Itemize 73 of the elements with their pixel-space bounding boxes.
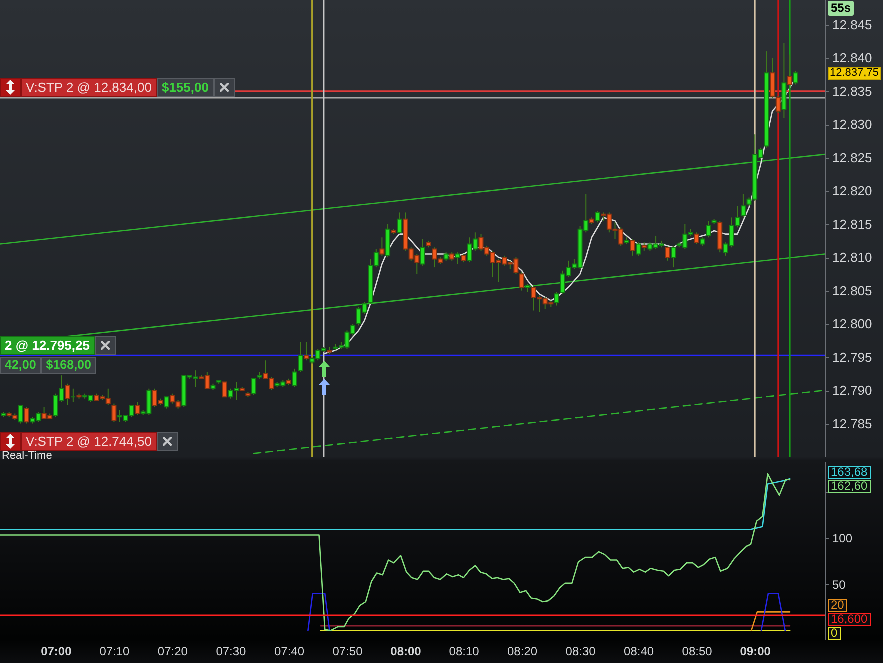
candlestick [636,242,642,256]
line-series [0,473,791,632]
candlestick [630,238,636,256]
y-tick-label: 12.790 [832,383,872,398]
x-tick-label: 08:50 [682,644,713,658]
candlestick [740,194,746,218]
x-tick-label: 08:40 [624,644,654,658]
x-tick-label: 08:00 [390,644,422,658]
candlestick [24,406,30,424]
candlestick [776,96,781,114]
x-tick-label: 08:20 [508,644,538,658]
x-tick-label: 07:00 [41,644,72,658]
text: 55s [828,1,854,16]
x-tick-label: 07:10 [100,644,130,658]
y-tick-label: 12.835 [832,84,872,99]
candlestick [706,220,711,238]
candlestick [520,272,525,292]
y-tick-label: 12.825 [832,150,872,166]
line-series [0,478,791,530]
annotation: $155,00 [156,78,214,98]
x-tick-label: 08:10 [449,644,480,658]
candlestick [595,210,600,224]
y-tick-label: 12.820 [832,184,872,199]
y-tick-label: 12.840 [832,50,872,66]
y-tick-label: 100 [832,532,853,546]
y-tick-label: 12.815 [832,216,872,232]
x-tick-label: 07:30 [216,644,247,658]
x-tick-label: 07:20 [158,644,188,658]
ref-line-label: V:STP 2 @ 12.834,00 [21,78,157,98]
candlestick [134,402,140,416]
candlestick [298,342,304,373]
candlestick [18,404,24,424]
annotation: $168,00 [41,356,96,374]
candlestick [671,245,676,268]
candlestick [793,70,798,86]
annotation: Real-Time [2,450,52,462]
candlestick [420,238,426,266]
candlestick [292,368,298,388]
candlestick [770,58,776,99]
candlestick [397,212,402,235]
candlestick [694,232,700,245]
y-tick-label: 12.795 [832,350,872,365]
y-tick-label: 12.810 [832,250,872,266]
candlestick [380,237,385,256]
text: 163,68 [828,464,871,479]
y-tick-label: 12.785 [832,416,872,432]
x-tick-label: 09:00 [740,644,772,658]
x-tick-label: 07:40 [274,644,305,658]
candlestick [455,252,460,265]
y-tick-label: 12.800 [832,316,872,332]
ref-line-label: 2 @ 12.795,25 [0,336,95,355]
candlestick [665,245,670,262]
text: 16,600 [828,612,871,626]
candlestick [304,342,309,362]
candlestick [788,54,793,87]
x-tick-label: 08:30 [566,644,596,658]
text: 162,60 [828,478,871,493]
text: 20 [828,598,848,612]
candlestick [164,396,170,410]
y-tick-label: 12.805 [832,283,872,298]
y-tick-label: 12.830 [832,117,872,132]
candlestick [65,383,70,406]
y-tick-label: 50 [832,578,846,592]
candlestick [222,382,228,398]
candlestick [112,403,117,423]
candlestick [554,292,560,306]
text: 0 [828,626,841,640]
y-tick-label: 12.845 [832,17,872,32]
x-tick-label: 07:50 [332,644,364,658]
annotation: V:STP 2 @ 12.744,50 [21,432,157,451]
annotation: 42,00 [0,356,42,374]
text: 12.837,75 [828,66,881,80]
candlestick [252,378,257,396]
